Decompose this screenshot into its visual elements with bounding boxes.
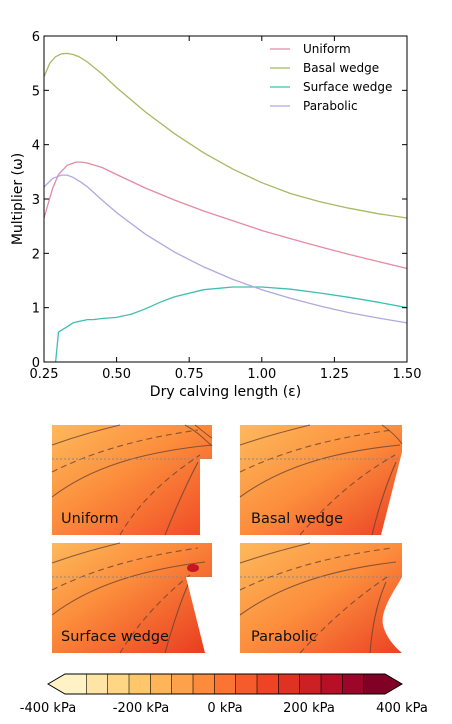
colorbar-labels: -400 kPa -200 kPa 0 kPa 200 kPa 400 kPa [20,701,428,716]
panel-parabolic: Parabolic [239,542,402,654]
panel-label-surface-wedge: Surface wedge [61,629,169,645]
contour-line [369,581,387,654]
y-tick-label: 5 [32,84,40,99]
colorbar-cells [65,674,386,694]
contour-line [239,424,311,446]
panel-uniform: Uniform [51,424,213,536]
calving-gap [382,577,402,653]
contour-line [239,547,393,591]
line-chart: 0.25 0.50 0.75 1.00 1.25 1.50 0 1 2 3 4 5 6 Dry cal… [10,30,421,400]
colorbar-max-arrow [385,674,402,694]
colorbar-cell [257,674,279,694]
colorbar-tick-label: 0 kPa [207,701,242,716]
contour-line [51,561,206,616]
calving-gap [186,577,212,653]
legend: Uniform Basal wedge Surface wedge Parabolic [270,42,392,113]
x-axis: 0.25 0.50 0.75 1.00 1.25 1.50 [30,36,422,382]
colorbar-cell [214,674,237,694]
contour-line [51,542,121,564]
contour-line [239,429,393,473]
panel-label-uniform: Uniform [61,511,119,527]
y-tick-label: 6 [32,30,40,45]
contour-line [119,454,201,536]
contour-line [239,444,401,498]
panel-label-parabolic: Parabolic [251,629,317,645]
contour-line [239,561,397,616]
calving-gap [200,459,212,535]
colorbar-tick-label: 400 kPa [376,701,428,716]
y-axis: 0 1 2 3 4 5 6 [32,30,407,371]
legend-label: Parabolic [303,99,358,113]
contour-line [371,461,397,536]
colorbar-min-arrow [48,674,65,694]
colorbar-cell [235,674,258,694]
colorbar: -400 kPa -200 kPa 0 kPa 200 kPa 400 kPa [20,673,428,716]
y-tick-label: 4 [32,139,40,154]
colorbar-cell [363,674,386,694]
contour-line [164,461,199,536]
contour-line [119,574,191,654]
contour-line [239,542,311,564]
colorbar-cell [278,674,301,694]
contour-line [299,454,396,536]
series-lines [43,52,408,363]
y-tick-label: 0 [32,356,40,371]
y-tick-label: 1 [32,302,40,317]
x-tick-label: 1.50 [393,367,422,382]
contour-line [51,424,121,446]
colorbar-cell [299,674,322,694]
contour-line [51,429,199,473]
colorbar-cell [86,674,109,694]
colorbar-cell [342,674,365,694]
panel-surface-wedge: Surface wedge [51,542,212,654]
y-tick-label: 2 [32,247,40,262]
colorbar-cell [129,674,151,694]
x-tick-label: 0.75 [175,367,204,382]
y-axis-label: Multiplier (ω) [10,153,26,245]
colorbar-cell [107,674,130,694]
legend-label: Uniform [303,42,351,56]
contour-line [184,424,213,447]
contour-line [164,579,191,654]
x-tick-label: 1.25 [320,367,349,382]
colorbar-cell [150,674,173,694]
stress-hotspot [187,564,199,572]
panel-basal-wedge: Basal wedge [239,424,403,536]
contour-line [299,574,391,654]
legend-label: Surface wedge [303,80,392,94]
colorbar-tick-label: -400 kPa [20,701,76,716]
colorbar-cell [193,674,215,694]
colorbar-tick-label: -200 kPa [113,701,169,716]
series-line-surface-wedge [54,286,408,363]
calving-gap [381,452,402,535]
colorbar-outline [47,673,403,695]
x-axis-label: Dry calving length (ε) [150,384,301,400]
panel-label-basal-wedge: Basal wedge [251,511,343,527]
x-tick-label: 0.50 [102,367,131,382]
colorbar-tick-label: 200 kPa [283,701,335,716]
colorbar-cell [171,674,194,694]
x-tick-label: 0.25 [30,367,59,382]
series-line-parabolic [43,174,408,324]
series-line-uniform [43,161,408,270]
contour-line [51,444,213,498]
x-tick-label: 1.00 [247,367,276,382]
colorbar-cell [321,674,343,694]
y-tick-label: 3 [32,193,40,208]
contour-line [381,424,403,445]
series-line-basal-wedge [43,52,408,219]
colorbar-cell [65,674,87,694]
legend-label: Basal wedge [303,61,379,75]
contour-line [194,424,213,439]
contour-line [51,547,199,591]
